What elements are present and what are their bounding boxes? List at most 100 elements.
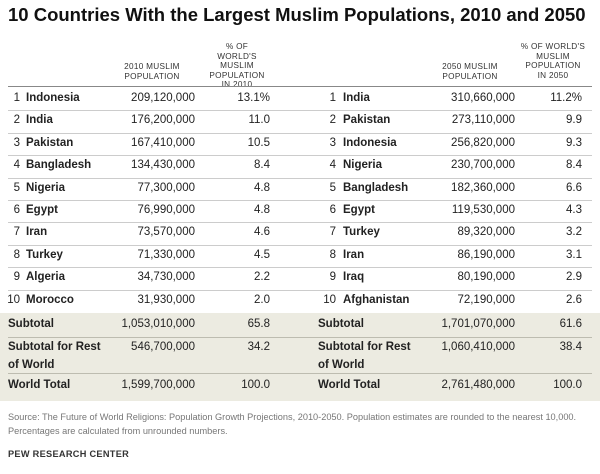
percent-2010-1: 13.1% — [237, 92, 270, 104]
population-2050-5: 182,360,000 — [451, 181, 515, 194]
percent-2050-6: 4.3 — [566, 204, 582, 216]
rank-2050-6: 6 — [329, 204, 336, 216]
row-divider — [8, 267, 592, 269]
population-2010-5: 77,300,000 — [137, 181, 195, 194]
subtotal-population-2010-1: 1,053,010,000 — [121, 318, 195, 330]
rank-2010-3: 3 — [13, 136, 20, 149]
subtotal-percent-2010-3: 100.0 — [241, 379, 270, 391]
rank-2050-3: 3 — [329, 136, 336, 149]
rank-2050-2: 2 — [329, 114, 336, 127]
subtotal-population-2010-2: 546,700,000 — [131, 341, 195, 353]
header-2050-population: 2050 MUSLIM POPULATION — [442, 62, 498, 81]
population-2010-8: 71,330,000 — [137, 248, 195, 261]
rank-2050-5: 5 — [329, 181, 336, 194]
population-2010-9: 34,730,000 — [137, 271, 195, 284]
subtotal-divider — [8, 337, 592, 338]
percent-2050-7: 3.2 — [566, 226, 582, 239]
rank-2010-8: 8 — [13, 248, 20, 261]
percent-2050-10: 2.6 — [566, 293, 582, 306]
country-2050-3: Indonesia — [343, 136, 397, 149]
population-2010-7: 73,570,000 — [137, 226, 195, 239]
percent-2010-10: 2.0 — [254, 293, 270, 306]
rank-2050-8: 8 — [329, 248, 336, 261]
population-2010-3: 167,410,000 — [131, 136, 195, 149]
subtotal-band — [0, 313, 600, 401]
rank-2010-4: 4 — [13, 159, 20, 172]
percent-2010-4: 8.4 — [254, 159, 270, 172]
subtotal-percent-2050-3: 100.0 — [553, 379, 582, 391]
population-2050-2: 273,110,000 — [451, 114, 515, 127]
header-2050-percent: % OF WORLD'S MUSLIM POPULATION IN 2050 — [520, 42, 586, 80]
rank-2010-6: 6 — [13, 204, 20, 216]
population-2050-6: 119,530,000 — [451, 204, 515, 216]
country-2050-9: Iraq — [343, 271, 365, 284]
population-2050-3: 256,820,000 — [451, 136, 515, 149]
percent-2050-8: 3.1 — [566, 248, 582, 261]
country-2010-2: India — [26, 114, 53, 127]
rank-2010-1: 1 — [13, 92, 20, 104]
rank-2050-4: 4 — [329, 159, 336, 172]
population-2050-10: 72,190,000 — [457, 293, 515, 306]
row-divider — [8, 110, 592, 112]
row-divider — [8, 289, 592, 291]
source-note: Source: The Future of World Religions: P… — [8, 412, 577, 436]
subtotal-percent-2010-1: 65.8 — [247, 318, 270, 330]
subtotal-percent-2050-2: 38.4 — [559, 341, 582, 353]
country-2010-6: Egypt — [26, 204, 58, 216]
population-2010-1: 209,120,000 — [131, 92, 195, 104]
subtotal-label-2050-3: World Total — [318, 379, 381, 391]
country-2050-6: Egypt — [343, 204, 375, 216]
row-divider — [8, 200, 592, 201]
row-divider — [8, 244, 592, 246]
rank-2050-1: 1 — [329, 92, 336, 104]
country-2010-8: Turkey — [26, 248, 63, 261]
credit-line: PEW RESEARCH CENTER — [8, 449, 130, 459]
subtotal-label-2010-3: World Total — [8, 379, 71, 391]
percent-2010-9: 2.2 — [254, 271, 270, 284]
percent-2010-3: 10.5 — [247, 136, 270, 149]
country-2010-4: Bangladesh — [26, 159, 92, 172]
percent-2050-1: 11.2% — [550, 92, 582, 104]
country-2050-10: Afghanistan — [343, 293, 410, 306]
population-2010-6: 76,990,000 — [137, 204, 195, 216]
row-divider — [8, 132, 592, 134]
country-2010-3: Pakistan — [26, 136, 74, 149]
subtotal-label-2010-2: Subtotal for Rest of World — [8, 341, 101, 371]
population-2010-2: 176,200,000 — [131, 114, 195, 127]
header-2010-percent: % OF WORLD'S MUSLIM POPULATION IN 2010 — [209, 42, 265, 89]
chart-title: 10 Countries With the Largest Muslim Pop… — [8, 4, 586, 25]
country-2050-5: Bangladesh — [343, 181, 409, 194]
percent-2010-2: 11.0 — [248, 114, 270, 127]
percent-2010-6: 4.8 — [254, 204, 270, 216]
percent-2050-2: 9.9 — [566, 114, 582, 127]
population-2010-4: 134,430,000 — [131, 159, 195, 172]
country-2010-5: Nigeria — [26, 181, 65, 194]
percent-2010-5: 4.8 — [254, 181, 270, 194]
rank-2050-10: 10 — [323, 293, 336, 306]
percent-2050-9: 2.9 — [566, 271, 582, 284]
population-2050-7: 89,320,000 — [457, 226, 515, 239]
rank-2010-10: 10 — [7, 293, 20, 306]
country-2050-2: Pakistan — [343, 114, 391, 127]
row-divider — [8, 222, 592, 224]
country-2050-7: Turkey — [343, 226, 380, 239]
country-2050-4: Nigeria — [343, 159, 382, 172]
subtotal-percent-2050-1: 61.6 — [559, 318, 582, 330]
population-2050-4: 230,700,000 — [451, 159, 515, 172]
subtotal-label-2050-2: Subtotal for Rest of World — [318, 341, 411, 371]
population-2050-1: 310,660,000 — [451, 92, 515, 104]
subtotal-population-2050-1: 1,701,070,000 — [441, 318, 515, 330]
country-2010-7: Iran — [26, 226, 48, 239]
country-2050-1: India — [343, 92, 370, 104]
subtotal-divider — [8, 373, 592, 374]
subtotal-label-2050-1: Subtotal — [318, 318, 364, 330]
subtotal-label-2010-1: Subtotal — [8, 318, 54, 330]
subtotal-population-2010-3: 1,599,700,000 — [121, 379, 195, 391]
row-divider — [8, 155, 592, 157]
percent-2010-8: 4.5 — [254, 248, 270, 261]
header-divider — [8, 86, 592, 87]
subtotal-population-2050-3: 2,761,480,000 — [441, 379, 515, 391]
country-2010-9: Algeria — [26, 271, 65, 284]
rank-2010-5: 5 — [13, 181, 20, 194]
percent-2050-4: 8.4 — [566, 159, 582, 172]
